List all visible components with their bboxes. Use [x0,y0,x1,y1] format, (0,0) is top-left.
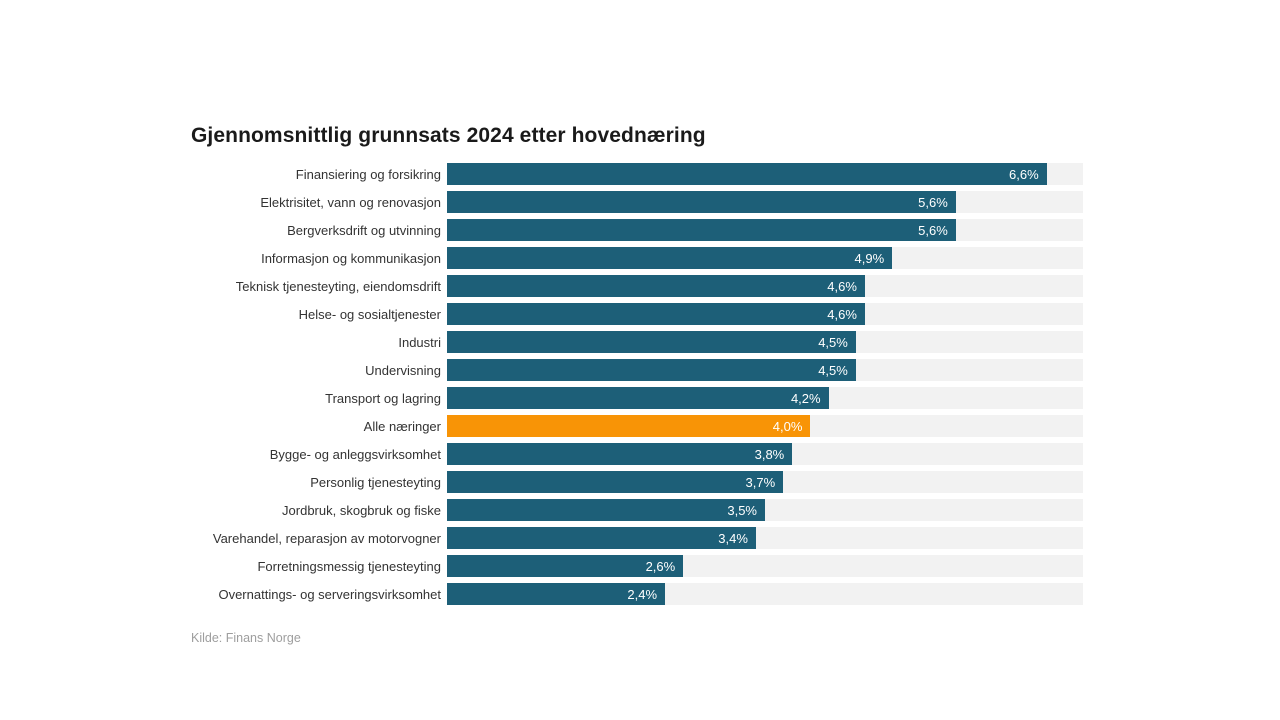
value-label: 2,4% [627,586,658,602]
bar-track: 3,8% [447,443,1083,465]
bar: 3,5% [447,499,765,521]
category-label: Personlig tjenesteyting [310,474,441,490]
bar: 5,6% [447,219,956,241]
value-label: 3,7% [745,474,776,490]
bar-row: Finansiering og forsikring 6,6% [191,163,1083,185]
category-label: Undervisning [365,362,441,378]
category-label: Forretningsmessig tjenesteyting [257,558,441,574]
value-label: 3,8% [754,446,785,462]
category-label: Varehandel, reparasjon av motorvogner [212,530,441,546]
bar-track: 2,6% [447,555,1083,577]
bar: 4,6% [447,303,865,325]
category-label: Informasjon og kommunikasjon [261,250,441,266]
bar-track: 5,6% [447,191,1083,213]
category-label: Transport og lagring [325,390,441,406]
category-label: Industri [398,334,441,350]
bar-row: Informasjon og kommunikasjon 4,9% [191,247,1083,269]
value-label: 4,6% [827,278,857,294]
bar-track: 3,4% [447,527,1083,549]
bar-track: 4,9% [447,247,1083,269]
bar: 3,7% [447,471,784,493]
bar: 3,4% [447,527,756,549]
bar-row: Alle næringer 4,0% [191,415,1083,437]
category-label: Bergverksdrift og utvinning [287,222,441,238]
bar-track: 6,6% [447,163,1083,185]
bar-track: 4,5% [447,359,1083,381]
bar-row: Personlig tjenesteyting 3,7% [191,471,1083,493]
bar: 4,5% [447,331,856,353]
bar-row: Helse- og sosialtjenester 4,6% [191,303,1083,325]
bar-row: Industri 4,5% [191,331,1083,353]
bar-row: Bergverksdrift og utvinning 5,6% [191,219,1083,241]
bar-row: Bygge- og anleggsvirksomhet 3,8% [191,443,1083,465]
value-label: 5,6% [918,194,948,210]
bar-row: Teknisk tjenesteyting, eiendomsdrift 4,6% [191,275,1083,297]
value-label: 3,5% [727,502,757,518]
category-label: Overnattings- og serveringsvirksomhet [218,586,441,602]
bar-row: Forretningsmessig tjenesteyting 2,6% [191,555,1083,577]
chart-title: Gjennomsnittlig grunnsats 2024 etter hov… [191,124,706,147]
value-label: 2,6% [645,558,676,574]
bar-row: Jordbruk, skogbruk og fiske 3,5% [191,499,1083,521]
value-label: 4,2% [790,390,821,406]
value-label: 4,0% [772,418,803,434]
bar-chart: Gjennomsnittlig grunnsats 2024 etter hov… [191,123,1083,645]
value-label: 4,5% [818,362,848,378]
category-label: Finansiering og forsikring [295,166,441,182]
value-label: 4,6% [827,306,857,322]
value-label: 6,6% [1009,166,1039,182]
bar-rows: Finansiering og forsikring 6,6% Elektrisit… [191,163,1083,605]
bar-track: 4,0% [447,415,1083,437]
bar: 6,6% [447,163,1047,185]
bar: 3,8% [447,443,793,465]
bar-track: 3,7% [447,471,1083,493]
category-label: Bygge- og anleggsvirksomhet [269,446,441,462]
value-label: 4,9% [854,250,885,266]
bar-track: 2,4% [447,583,1083,605]
bar-track: 5,6% [447,219,1083,241]
bar-track: 4,5% [447,331,1083,353]
bar: 2,4% [447,583,666,605]
value-label: 5,6% [918,222,948,238]
bar-row: Varehandel, reparasjon av motorvogner 3,4… [191,527,1083,549]
bar-track: 4,6% [447,303,1083,325]
value-label: 3,4% [718,530,748,546]
bar: 5,6% [447,191,956,213]
bar: 4,9% [447,247,893,269]
bar-row: Overnattings- og serveringsvirksomhet 2,4… [191,583,1083,605]
bar-track: 3,5% [447,499,1083,521]
category-label: Helse- og sosialtjenester [298,306,441,322]
bar: 4,2% [447,387,829,409]
category-label: Alle næringer [363,418,441,434]
bar: 4,5% [447,359,856,381]
bar-row: Elektrisitet, vann og renovasjon 5,6% [191,191,1083,213]
source-note: Kilde: Finans Norge [191,631,301,645]
category-label: Jordbruk, skogbruk og fiske [282,502,441,518]
bar: 2,6% [447,555,684,577]
bar-row: Transport og lagring 4,2% [191,387,1083,409]
bar-highlight: 4,0% [447,415,811,437]
value-label: 4,5% [818,334,848,350]
bar-track: 4,6% [447,275,1083,297]
category-label: Teknisk tjenesteyting, eiendomsdrift [235,278,441,294]
bar: 4,6% [447,275,865,297]
bar-track: 4,2% [447,387,1083,409]
bar-row: Undervisning 4,5% [191,359,1083,381]
category-label: Elektrisitet, vann og renovasjon [260,194,441,210]
